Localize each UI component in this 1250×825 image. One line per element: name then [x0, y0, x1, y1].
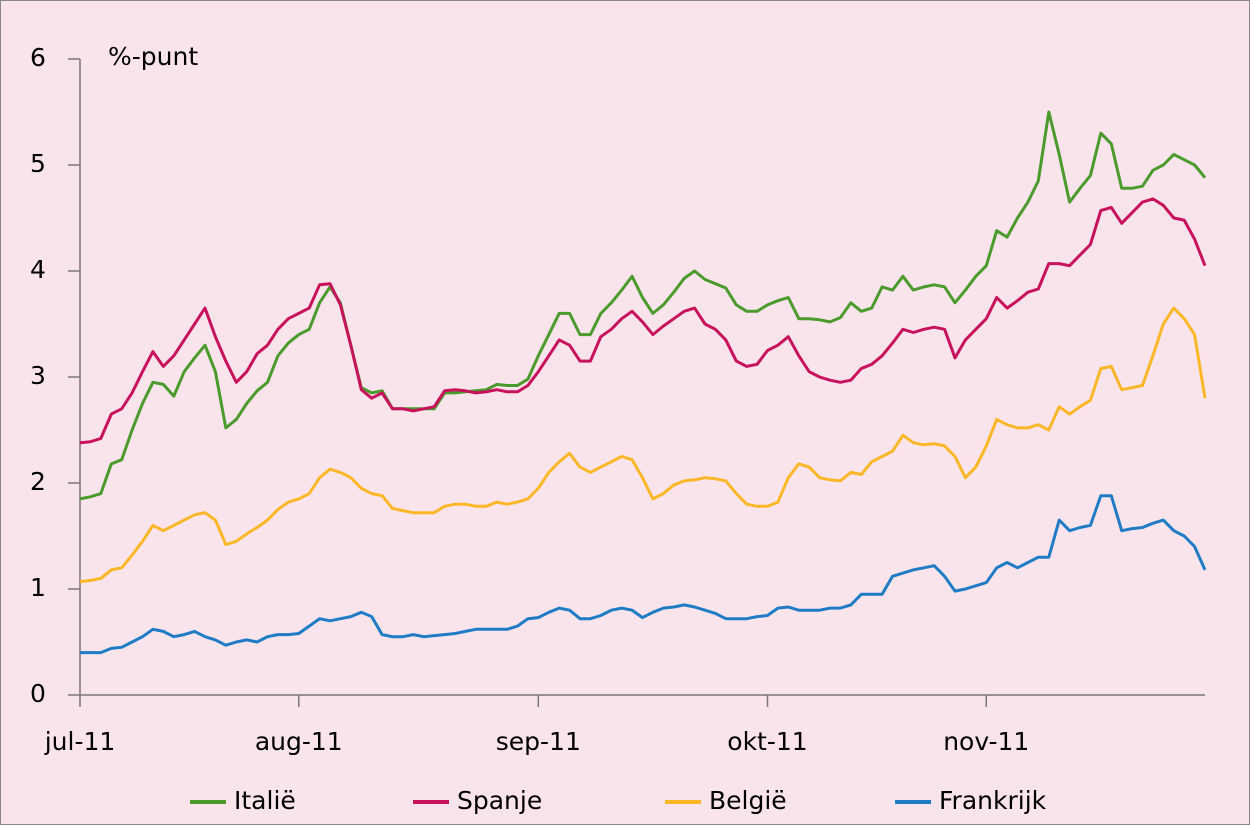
- series-line: [80, 494, 1207, 655]
- legend-label: Italië: [234, 786, 296, 815]
- y-tick-label: 6: [30, 43, 46, 72]
- x-tick-label: sep-11: [496, 727, 581, 756]
- legend-label: Spanje: [457, 786, 542, 815]
- legend-label: België: [709, 786, 787, 815]
- series-line: [79, 306, 1207, 584]
- legend-label: Frankrijk: [939, 786, 1047, 815]
- series-line: [79, 110, 1207, 501]
- y-tick-label: 2: [30, 467, 46, 496]
- y-tick-label: 4: [30, 255, 46, 284]
- axis-unit-annotation: %-punt: [108, 42, 198, 71]
- y-tick-label: 0: [30, 679, 46, 708]
- y-tick-label: 3: [30, 361, 46, 390]
- series-line: [79, 197, 1207, 445]
- x-tick-label: okt-11: [727, 727, 807, 756]
- y-tick-label: 5: [30, 149, 46, 178]
- x-tick-label: jul-11: [44, 727, 116, 756]
- x-tick-label: nov-11: [943, 727, 1029, 756]
- y-tick-label: 1: [30, 573, 46, 602]
- x-tick-label: aug-11: [255, 727, 343, 756]
